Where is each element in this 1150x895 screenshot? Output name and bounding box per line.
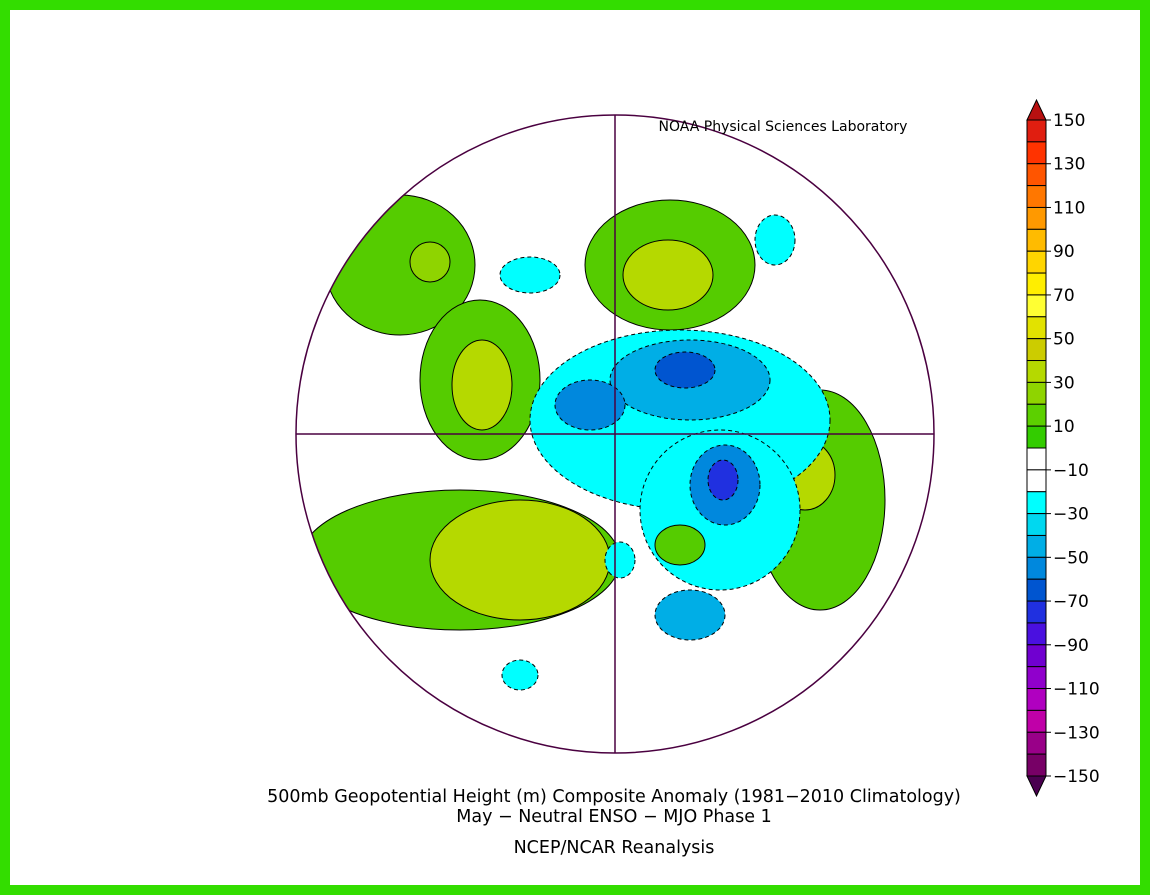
anomaly-field xyxy=(299,194,886,691)
colorbar-label: −30 xyxy=(1053,505,1089,525)
colorbar-box xyxy=(1026,666,1047,690)
colorbar-box xyxy=(1026,447,1047,471)
colorbar-box xyxy=(1026,556,1047,580)
colorbar-box xyxy=(1026,600,1047,624)
colorbar-box xyxy=(1026,360,1047,383)
colorbar-label: 10 xyxy=(1053,417,1075,437)
colorbar-label: −70 xyxy=(1053,592,1089,612)
colorbar-label: −90 xyxy=(1053,636,1089,656)
colorbar-label: 70 xyxy=(1053,286,1075,306)
colorbar-label: 90 xyxy=(1053,242,1075,262)
colorbar-label: 30 xyxy=(1053,373,1075,393)
colorbar-box xyxy=(1026,163,1047,187)
colorbar-box xyxy=(1026,294,1047,318)
colorbar: 150 130 110 90 70 50 30 10 −10 −30 −50 −70 −90 −110 −1… xyxy=(1026,98,1100,798)
colorbar-label: −130 xyxy=(1053,723,1100,743)
colorbar-label: 130 xyxy=(1053,155,1085,175)
colorbar-box xyxy=(1026,731,1047,755)
colorbar-label: −50 xyxy=(1053,548,1089,568)
colorbar-box xyxy=(1026,644,1047,668)
colorbar-box xyxy=(1026,119,1047,143)
colorbar-label: −110 xyxy=(1053,680,1100,700)
colorbar-box xyxy=(1026,403,1047,427)
colorbar-box xyxy=(1026,491,1047,515)
colorbar-label: −150 xyxy=(1053,767,1100,787)
subtitle: May − Neutral ENSO − MJO Phase 1 xyxy=(456,807,772,827)
colorbar-box xyxy=(1026,316,1047,340)
colorbar-box xyxy=(1026,622,1047,646)
colorbar-box xyxy=(1026,250,1047,274)
title: 500mb Geopotential Height (m) Composite … xyxy=(267,787,961,807)
colorbar-label: 50 xyxy=(1053,330,1075,350)
colorbar-overflow xyxy=(1026,98,1047,121)
colorbar-box xyxy=(1026,513,1047,536)
colorbar-label: 150 xyxy=(1053,111,1085,131)
colorbar-box xyxy=(1026,141,1047,165)
colorbar-box xyxy=(1026,272,1047,296)
colorbar-box xyxy=(1026,578,1047,602)
colorbar-box xyxy=(1026,534,1047,558)
source: NCEP/NCAR Reanalysis xyxy=(514,838,715,858)
colorbar-box xyxy=(1026,206,1047,230)
colorbar-label: −10 xyxy=(1053,461,1089,481)
colorbar-box xyxy=(1026,228,1047,252)
colorbar-label: 110 xyxy=(1053,198,1085,218)
colorbar-box xyxy=(1026,709,1047,733)
credit: NOAA Physical Sciences Laboratory xyxy=(659,119,908,135)
colorbar-underflow xyxy=(1026,775,1047,798)
colorbar-box xyxy=(1026,688,1047,711)
colorbar-box xyxy=(1026,338,1047,362)
colorbar-box xyxy=(1026,425,1047,449)
colorbar-box xyxy=(1026,185,1047,208)
colorbar-box xyxy=(1026,753,1047,777)
colorbar-box xyxy=(1026,469,1047,493)
colorbar-box xyxy=(1026,381,1047,405)
